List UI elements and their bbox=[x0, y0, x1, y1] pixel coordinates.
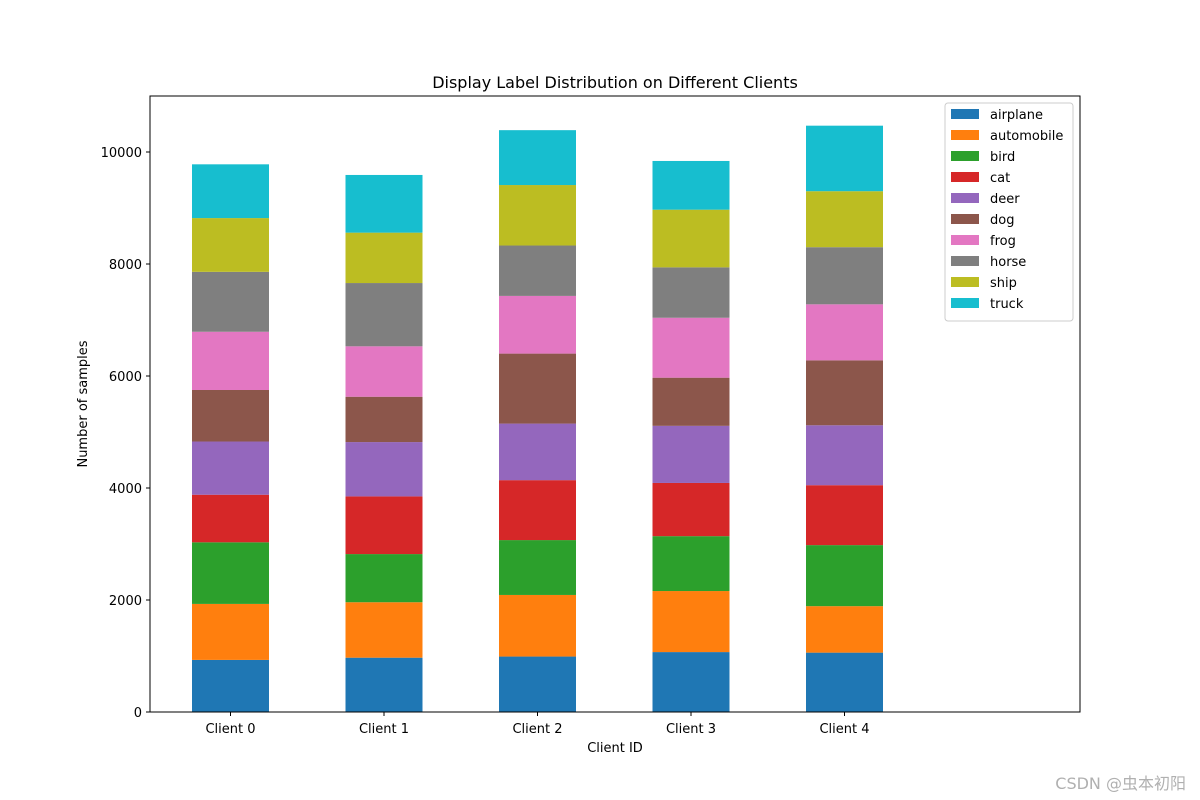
bar-segment-airplane-client-3 bbox=[652, 652, 730, 712]
x-tick-label: Client 1 bbox=[359, 722, 409, 737]
legend-label-horse: horse bbox=[990, 255, 1026, 270]
y-tick-label: 0 bbox=[134, 706, 142, 721]
legend-swatch-truck bbox=[951, 298, 979, 308]
y-tick-label: 6000 bbox=[109, 370, 142, 385]
bar-segment-deer-client-2 bbox=[499, 423, 576, 481]
legend-label-truck: truck bbox=[990, 297, 1024, 312]
bar-segment-dog-client-3 bbox=[652, 377, 730, 426]
bar-segment-frog-client-2 bbox=[499, 295, 576, 354]
y-tick-label: 8000 bbox=[109, 258, 142, 273]
y-axis-label: Number of samples bbox=[76, 340, 91, 467]
bar-segment-bird-client-1 bbox=[345, 554, 423, 603]
x-tick-label: Client 2 bbox=[512, 722, 562, 737]
bar-segment-frog-client-0 bbox=[192, 331, 269, 390]
y-tick-label: 2000 bbox=[109, 594, 142, 609]
bar-segment-cat-client-1 bbox=[345, 496, 423, 555]
legend-label-cat: cat bbox=[990, 171, 1010, 186]
bar-segment-ship-client-0 bbox=[192, 218, 269, 272]
bar-segment-airplane-client-2 bbox=[499, 656, 576, 712]
legend-label-automobile: automobile bbox=[990, 129, 1063, 144]
bar-segment-deer-client-0 bbox=[192, 441, 269, 495]
bar-segment-ship-client-3 bbox=[652, 209, 730, 268]
bar-segment-automobile-client-0 bbox=[192, 603, 269, 660]
x-axis-label: Client ID bbox=[587, 741, 643, 756]
bar-segment-truck-client-0 bbox=[192, 164, 269, 219]
legend-label-bird: bird bbox=[990, 150, 1015, 165]
watermark: CSDN @虫本初阳 bbox=[1055, 774, 1186, 793]
x-axis: Client 0 Client 1 Client 2 Client 3 Client 4 bbox=[205, 712, 870, 737]
legend-swatch-horse bbox=[951, 256, 979, 266]
bar-segment-automobile-client-3 bbox=[652, 591, 730, 653]
bar-segment-horse-client-1 bbox=[345, 283, 423, 347]
bar-segment-cat-client-4 bbox=[806, 485, 883, 546]
chart-title: Display Label Distribution on Different … bbox=[432, 73, 798, 92]
bar-segment-bird-client-2 bbox=[499, 540, 576, 595]
legend-swatch-deer bbox=[951, 193, 979, 203]
bar-segment-bird-client-4 bbox=[806, 545, 883, 607]
bar-segment-truck-client-2 bbox=[499, 130, 576, 186]
legend-swatch-cat bbox=[951, 172, 979, 182]
bar-segment-frog-client-1 bbox=[345, 346, 423, 397]
bar-segment-horse-client-4 bbox=[806, 247, 883, 305]
bar-segment-truck-client-1 bbox=[345, 174, 423, 233]
bar-segment-truck-client-4 bbox=[806, 125, 883, 192]
bar-segment-cat-client-3 bbox=[652, 482, 730, 537]
legend: airplane automobile bird cat deer dog frog hors… bbox=[944, 102, 1074, 322]
legend-label-dog: dog bbox=[990, 213, 1014, 228]
bar-segment-bird-client-0 bbox=[192, 542, 269, 604]
bar-segment-horse-client-3 bbox=[652, 267, 730, 318]
bar-segment-deer-client-1 bbox=[345, 442, 423, 497]
y-axis: 0 2000 4000 6000 8000 10000 bbox=[101, 146, 150, 721]
bar-segment-cat-client-0 bbox=[192, 494, 269, 543]
bar-segment-ship-client-2 bbox=[499, 185, 576, 246]
legend-swatch-dog bbox=[951, 214, 979, 224]
legend-swatch-ship bbox=[951, 277, 979, 287]
y-tick-label: 4000 bbox=[109, 482, 142, 497]
bar-segment-frog-client-3 bbox=[652, 317, 730, 378]
legend-label-deer: deer bbox=[990, 192, 1020, 207]
y-tick-label: 10000 bbox=[101, 146, 142, 161]
plot-frame bbox=[149, 95, 1081, 713]
bar-segment-dog-client-0 bbox=[192, 390, 269, 442]
bar-segment-ship-client-1 bbox=[345, 232, 423, 284]
bar-segment-automobile-client-2 bbox=[499, 594, 576, 657]
legend-label-airplane: airplane bbox=[990, 108, 1043, 123]
bar-segment-automobile-client-4 bbox=[806, 606, 883, 653]
x-tick-label: Client 0 bbox=[205, 722, 255, 737]
legend-swatch-automobile bbox=[951, 130, 979, 140]
bar-segment-cat-client-2 bbox=[499, 480, 576, 541]
legend-swatch-bird bbox=[951, 151, 979, 161]
bars-group bbox=[192, 125, 883, 712]
legend-swatch-frog bbox=[951, 235, 979, 245]
bar-segment-dog-client-2 bbox=[499, 353, 576, 424]
bar-segment-automobile-client-1 bbox=[345, 602, 423, 658]
legend-label-frog: frog bbox=[990, 234, 1016, 249]
bar-segment-truck-client-3 bbox=[652, 160, 730, 210]
bar-segment-airplane-client-4 bbox=[806, 652, 883, 712]
bar-segment-horse-client-0 bbox=[192, 271, 269, 332]
bar-segment-airplane-client-1 bbox=[345, 657, 423, 712]
legend-label-ship: ship bbox=[990, 276, 1017, 291]
bar-segment-dog-client-4 bbox=[806, 360, 883, 426]
bar-segment-bird-client-3 bbox=[652, 536, 730, 592]
bar-segment-dog-client-1 bbox=[345, 396, 423, 443]
legend-swatch-airplane bbox=[951, 109, 979, 119]
bar-segment-deer-client-3 bbox=[652, 425, 730, 483]
bar-segment-horse-client-2 bbox=[499, 245, 576, 296]
bar-segment-deer-client-4 bbox=[806, 425, 883, 486]
x-tick-label: Client 3 bbox=[666, 722, 716, 737]
bar-segment-ship-client-4 bbox=[806, 191, 883, 248]
x-tick-label: Client 4 bbox=[819, 722, 869, 737]
bar-segment-frog-client-4 bbox=[806, 304, 883, 361]
bar-segment-airplane-client-0 bbox=[192, 659, 269, 712]
